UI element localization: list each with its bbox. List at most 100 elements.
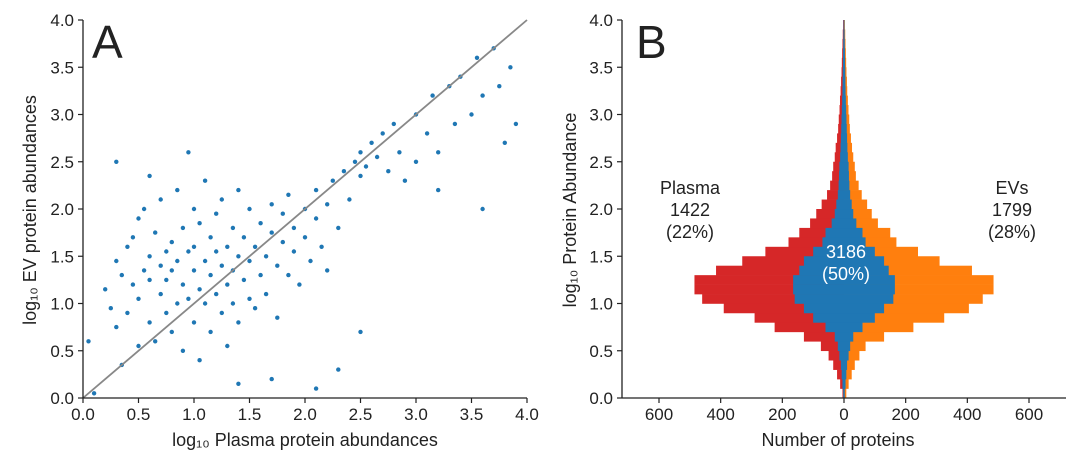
evs-bar — [844, 294, 983, 304]
scatter-x-tick-label: 2.0 — [293, 405, 317, 424]
scatter-y-tick-label: 4.0 — [50, 11, 74, 30]
histogram-x-tick-label: 0 — [839, 405, 848, 424]
scatter-point — [413, 159, 419, 164]
plasma-bar — [827, 190, 844, 200]
overlap-bar — [825, 227, 863, 238]
scatter-point — [513, 121, 519, 127]
overlap-bar — [843, 48, 845, 59]
scatter-point — [141, 206, 147, 212]
panel-b-label: B — [636, 16, 667, 68]
scatter-point — [508, 65, 513, 70]
scatter-point — [130, 235, 136, 240]
plasma-bar — [833, 360, 844, 370]
scatter-point — [180, 348, 186, 353]
overlap-bar — [839, 171, 849, 181]
scatter-point — [358, 329, 363, 335]
scatter-point — [214, 249, 219, 254]
scatter-point — [313, 216, 319, 221]
evs-bar — [844, 114, 850, 125]
overlap-bar — [836, 199, 852, 210]
scatter-point — [108, 306, 114, 311]
overlap-bar — [839, 161, 849, 172]
histogram-y-tick-label: 3.5 — [589, 58, 613, 77]
scatter-point — [197, 221, 202, 226]
plasma-bar — [842, 29, 844, 40]
evs-bar — [844, 369, 852, 380]
scatter-point — [230, 301, 236, 306]
scatter-point — [341, 169, 347, 174]
plasma-bar — [830, 180, 844, 191]
overlap-bar — [834, 209, 854, 219]
overlap-bar — [841, 369, 847, 380]
overlap-bar — [837, 341, 851, 352]
histogram-panel: B 600 400 200 0 200 400 600 0.0 0.5 1.0 1.5 2.0 2.5… — [560, 11, 1066, 450]
scatter-point — [325, 202, 330, 207]
scatter-point — [197, 358, 202, 363]
scatter-point — [247, 258, 252, 264]
plasma-bar — [841, 76, 844, 87]
plasma-bar — [694, 284, 844, 295]
overlap-bar — [803, 256, 885, 266]
scatter-point — [225, 244, 230, 249]
evs-bar — [844, 227, 891, 238]
scatter-point — [103, 287, 108, 292]
histogram-x-tick-label: 400 — [706, 405, 734, 424]
scatter-point — [380, 131, 385, 136]
evs-bar — [844, 379, 849, 389]
plasma-bar — [842, 388, 844, 399]
scatter-point — [269, 376, 274, 382]
histogram-x-tick-label: 600 — [1015, 405, 1043, 424]
scatter-point — [308, 258, 313, 264]
scatter-point — [208, 272, 213, 278]
plasma-bar — [837, 133, 844, 144]
plasma-bar — [754, 312, 844, 323]
plasma-bar — [723, 303, 844, 314]
scatter-point — [313, 386, 319, 391]
plasma-bar — [816, 209, 844, 219]
overlap-bar — [793, 275, 895, 285]
plasma-bar — [833, 161, 844, 172]
scatter-point — [230, 225, 236, 231]
scatter-point — [291, 249, 297, 254]
scatter-point — [358, 150, 363, 155]
scatter-point — [397, 150, 402, 155]
scatter-point — [225, 282, 230, 287]
overlap-bar — [843, 388, 845, 399]
overlap-bar — [842, 86, 846, 96]
scatter-x-tick-label: 0.5 — [127, 405, 151, 424]
overlap-bar — [794, 294, 894, 304]
scatter-point — [175, 187, 180, 193]
scatter-point — [208, 329, 213, 335]
evs-bar — [844, 256, 940, 266]
scatter-point — [180, 225, 186, 231]
evs-bar — [844, 331, 885, 342]
scatter-point — [363, 164, 369, 169]
histogram-y-tick-label: 0.5 — [589, 342, 613, 361]
scatter-point — [158, 197, 163, 202]
histogram-x-ticks: 600 400 200 0 200 400 600 — [645, 398, 1043, 424]
scatter-point — [153, 339, 158, 344]
scatter-point — [114, 159, 119, 164]
scatter-x-tick-label: 3.0 — [404, 405, 428, 424]
scatter-point — [297, 282, 302, 287]
scatter-y-tick-label: 3.0 — [50, 106, 74, 125]
overlap-bar — [822, 237, 866, 248]
scatter-x-ticks: 0.0 0.5 1.0 1.5 2.0 2.5 3.0 3.5 4.0 — [71, 398, 539, 424]
scatter-point — [114, 324, 119, 330]
evs-bar — [844, 20, 845, 30]
scatter-point — [119, 272, 125, 278]
scatter-point — [352, 159, 358, 164]
scatter-point — [136, 343, 141, 349]
overlap-bar — [843, 38, 845, 49]
scatter-point — [136, 216, 141, 221]
scatter-point — [158, 263, 163, 268]
overlap-bar — [842, 379, 846, 389]
scatter-point — [258, 221, 263, 226]
plasma-bar — [702, 294, 844, 304]
scatter-point — [291, 225, 297, 231]
evs-bar — [844, 303, 969, 314]
plasma-bar — [842, 38, 844, 49]
histogram-y-tick-label: 3.0 — [589, 106, 613, 125]
plasma-bar — [742, 256, 844, 266]
overlap-annotation-count: 3186 — [826, 242, 866, 262]
